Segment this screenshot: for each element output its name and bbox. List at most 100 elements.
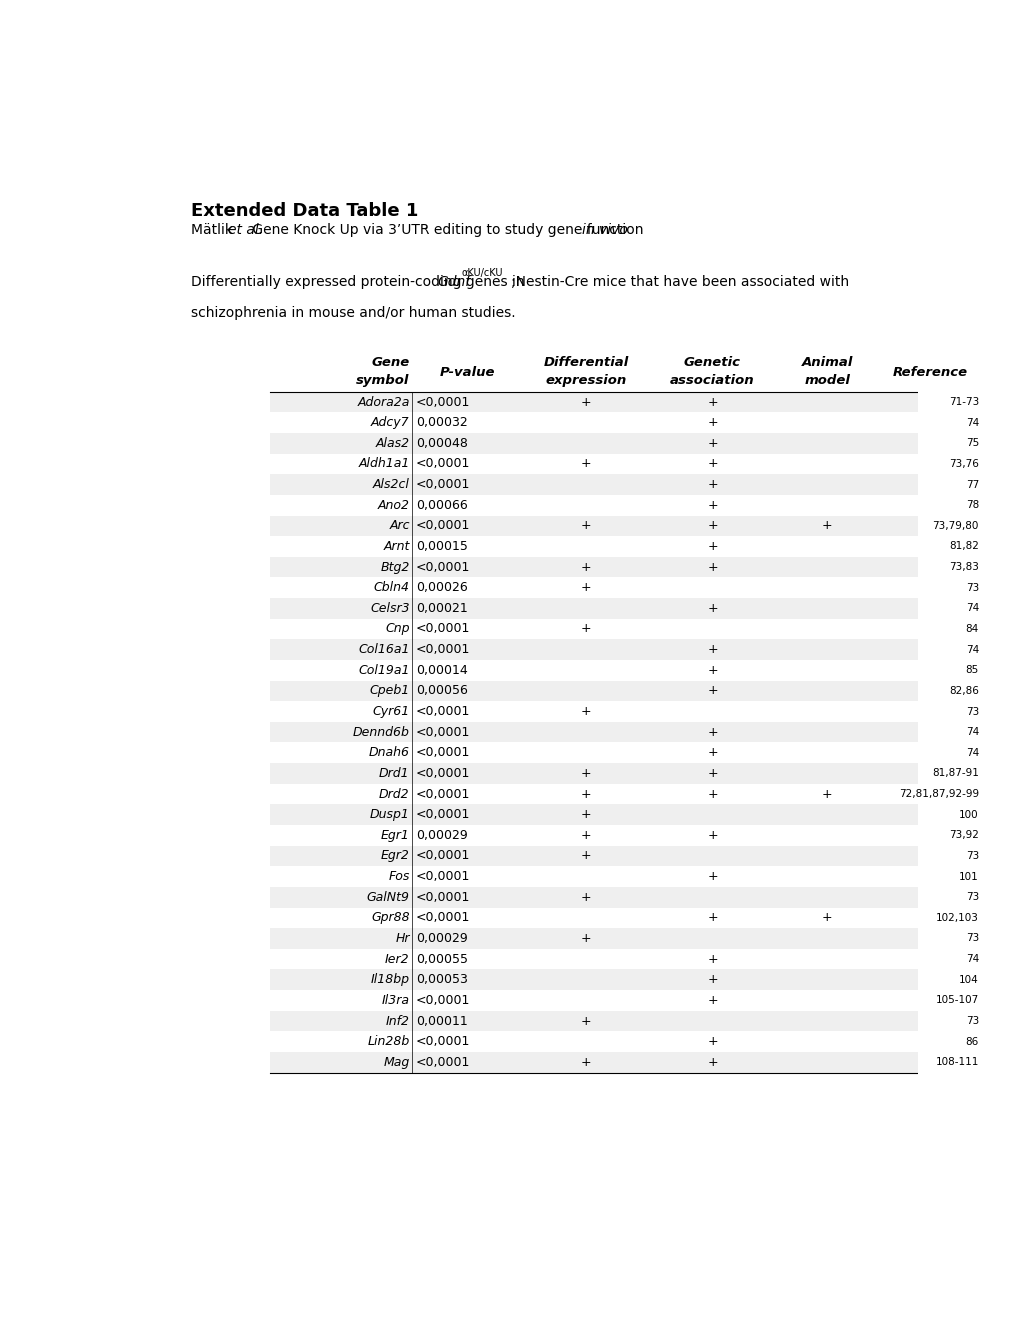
Text: Gpr88: Gpr88 xyxy=(371,911,410,924)
Text: +: + xyxy=(706,458,717,470)
Text: Celsr3: Celsr3 xyxy=(370,602,410,615)
Text: +: + xyxy=(706,519,717,532)
Text: 0,00048: 0,00048 xyxy=(416,437,468,450)
Bar xyxy=(269,1031,980,1052)
Text: symbol: symbol xyxy=(356,374,410,387)
Text: in vivo: in vivo xyxy=(582,223,628,238)
Text: Il3ra: Il3ra xyxy=(381,994,410,1007)
Text: 0,00032: 0,00032 xyxy=(416,416,468,429)
Text: 73,76: 73,76 xyxy=(948,459,978,469)
Text: <0,0001: <0,0001 xyxy=(416,870,470,883)
Bar xyxy=(269,990,980,1011)
Text: +: + xyxy=(580,767,591,780)
Bar xyxy=(269,1011,980,1031)
Bar xyxy=(269,536,980,557)
Text: 74: 74 xyxy=(965,748,978,758)
Text: 86: 86 xyxy=(965,1036,978,1047)
Text: +: + xyxy=(580,623,591,635)
Bar xyxy=(269,474,980,495)
Text: Arc: Arc xyxy=(389,519,410,532)
Text: Cnp: Cnp xyxy=(385,623,410,635)
Text: +: + xyxy=(706,561,717,574)
Text: 73,83: 73,83 xyxy=(948,562,978,572)
Text: Lin28b: Lin28b xyxy=(367,1035,410,1048)
Text: 73: 73 xyxy=(965,706,978,717)
Text: Il18bp: Il18bp xyxy=(370,973,410,986)
Bar xyxy=(269,763,980,784)
Text: Alas2: Alas2 xyxy=(375,437,410,450)
Text: 82,86: 82,86 xyxy=(948,686,978,696)
Text: Animal: Animal xyxy=(801,356,852,370)
Text: <0,0001: <0,0001 xyxy=(416,726,470,739)
Text: <0,0001: <0,0001 xyxy=(416,788,470,800)
Text: +: + xyxy=(706,643,717,656)
Text: +: + xyxy=(706,478,717,491)
Text: Ano2: Ano2 xyxy=(377,499,410,512)
Text: +: + xyxy=(706,499,717,512)
Text: 0,00011: 0,00011 xyxy=(416,1015,468,1027)
Text: 102,103: 102,103 xyxy=(935,913,978,923)
Text: +: + xyxy=(821,788,832,800)
Bar xyxy=(269,639,980,660)
Bar xyxy=(269,516,980,536)
Text: Aldh1a1: Aldh1a1 xyxy=(358,458,410,470)
Text: 101: 101 xyxy=(958,871,978,882)
Text: Arnt: Arnt xyxy=(383,540,410,553)
Text: <0,0001: <0,0001 xyxy=(416,746,470,759)
Text: model: model xyxy=(803,374,849,387)
Bar xyxy=(269,495,980,516)
Text: +: + xyxy=(706,664,717,677)
Text: +: + xyxy=(706,396,717,408)
Text: P-value: P-value xyxy=(439,366,494,379)
Bar xyxy=(269,354,980,392)
Text: Dnah6: Dnah6 xyxy=(368,746,410,759)
Text: Drd2: Drd2 xyxy=(379,788,410,800)
Text: Differentially expressed protein-coding genes in: Differentially expressed protein-coding … xyxy=(191,276,528,289)
Text: Egr1: Egr1 xyxy=(380,829,410,842)
Text: <0,0001: <0,0001 xyxy=(416,808,470,821)
Text: 73: 73 xyxy=(965,851,978,861)
Bar xyxy=(269,825,980,846)
Text: 71-73: 71-73 xyxy=(948,397,978,407)
Text: 0,00014: 0,00014 xyxy=(416,664,468,677)
Text: 104: 104 xyxy=(958,974,978,985)
Text: 78: 78 xyxy=(965,500,978,511)
Text: Gene: Gene xyxy=(371,356,410,370)
Text: +: + xyxy=(706,953,717,966)
Text: 0,00029: 0,00029 xyxy=(416,829,468,842)
Text: <0,0001: <0,0001 xyxy=(416,850,470,862)
Text: 73,92: 73,92 xyxy=(948,830,978,841)
Text: expression: expression xyxy=(545,374,626,387)
Bar xyxy=(269,949,980,969)
Text: 74: 74 xyxy=(965,727,978,737)
Text: 85: 85 xyxy=(965,665,978,676)
Text: et al.: et al. xyxy=(227,223,263,238)
Text: +: + xyxy=(580,1015,591,1027)
Bar xyxy=(269,866,980,887)
Bar xyxy=(269,412,980,433)
Text: <0,0001: <0,0001 xyxy=(416,705,470,718)
Text: 74: 74 xyxy=(965,954,978,964)
Text: +: + xyxy=(706,911,717,924)
Text: Hr: Hr xyxy=(394,932,410,945)
Text: Extended Data Table 1: Extended Data Table 1 xyxy=(191,202,418,220)
Text: +: + xyxy=(706,994,717,1007)
Text: 75: 75 xyxy=(965,438,978,449)
Text: 108-111: 108-111 xyxy=(934,1057,978,1068)
Text: <0,0001: <0,0001 xyxy=(416,891,470,904)
Text: 0,00029: 0,00029 xyxy=(416,932,468,945)
Text: +: + xyxy=(580,458,591,470)
Text: +: + xyxy=(706,437,717,450)
Text: 73: 73 xyxy=(965,933,978,944)
Text: +: + xyxy=(706,973,717,986)
Text: +: + xyxy=(580,829,591,842)
Text: Drd1: Drd1 xyxy=(379,767,410,780)
Text: +: + xyxy=(706,870,717,883)
Text: <0,0001: <0,0001 xyxy=(416,1056,470,1069)
Bar xyxy=(269,887,980,908)
Bar xyxy=(269,928,980,949)
Text: +: + xyxy=(706,416,717,429)
Text: Inf2: Inf2 xyxy=(385,1015,410,1027)
Text: +: + xyxy=(580,519,591,532)
Text: 0,00015: 0,00015 xyxy=(416,540,468,553)
